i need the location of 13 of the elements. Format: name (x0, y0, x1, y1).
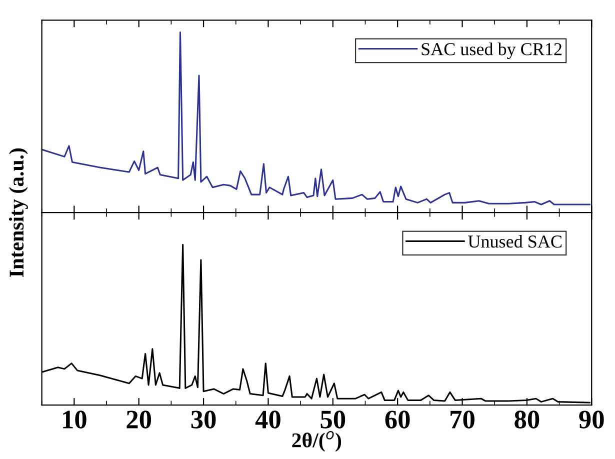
x-tick-label: 60 (385, 410, 410, 428)
x-tick-label: 40 (255, 410, 280, 428)
x-tick-label: 10 (63, 410, 86, 428)
legend-label: SAC used by CR12 (422, 42, 562, 59)
x-tick-label: 20 (126, 410, 152, 428)
y-axis-title: Intensity (a.u.) (8, 148, 28, 278)
x-tick-label: 80 (514, 410, 540, 428)
x-axis-title: 2θ/($^{o}$) (292, 431, 342, 452)
legend-label: Unused SAC (468, 234, 562, 248)
x-tick-label: 90 (579, 410, 604, 428)
x-tick-label: 50 (320, 410, 346, 428)
x-tick-label: 70 (450, 410, 474, 428)
x-tick-label: 30 (191, 410, 216, 428)
